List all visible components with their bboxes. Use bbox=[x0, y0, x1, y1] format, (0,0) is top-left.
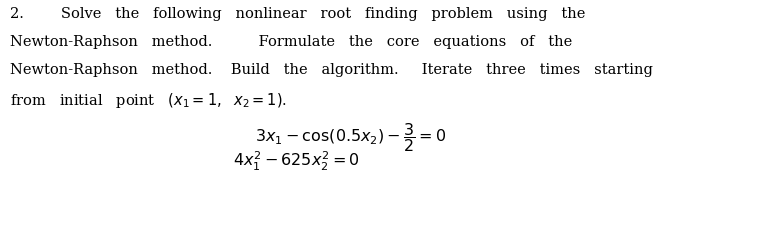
Text: $4x_1^2 - 625x_2^2 = 0$: $4x_1^2 - 625x_2^2 = 0$ bbox=[233, 149, 360, 173]
Text: Newton-Raphson   method.    Build   the   algorithm.     Iterate   three   times: Newton-Raphson method. Build the algorit… bbox=[10, 63, 653, 77]
Text: $3x_1 - \cos(0.5x_2) - \dfrac{3}{2} = 0$: $3x_1 - \cos(0.5x_2) - \dfrac{3}{2} = 0$ bbox=[255, 122, 446, 154]
Text: from   initial   point   $(x_1 = 1,\ \ x_2 = 1)$.: from initial point $(x_1 = 1,\ \ x_2 = 1… bbox=[10, 91, 287, 110]
Text: 2.        Solve   the   following   nonlinear   root   finding   problem   using: 2. Solve the following nonlinear root fi… bbox=[10, 7, 585, 21]
Text: Newton-Raphson   method.          Formulate   the   core   equations   of   the: Newton-Raphson method. Formulate the cor… bbox=[10, 35, 572, 49]
